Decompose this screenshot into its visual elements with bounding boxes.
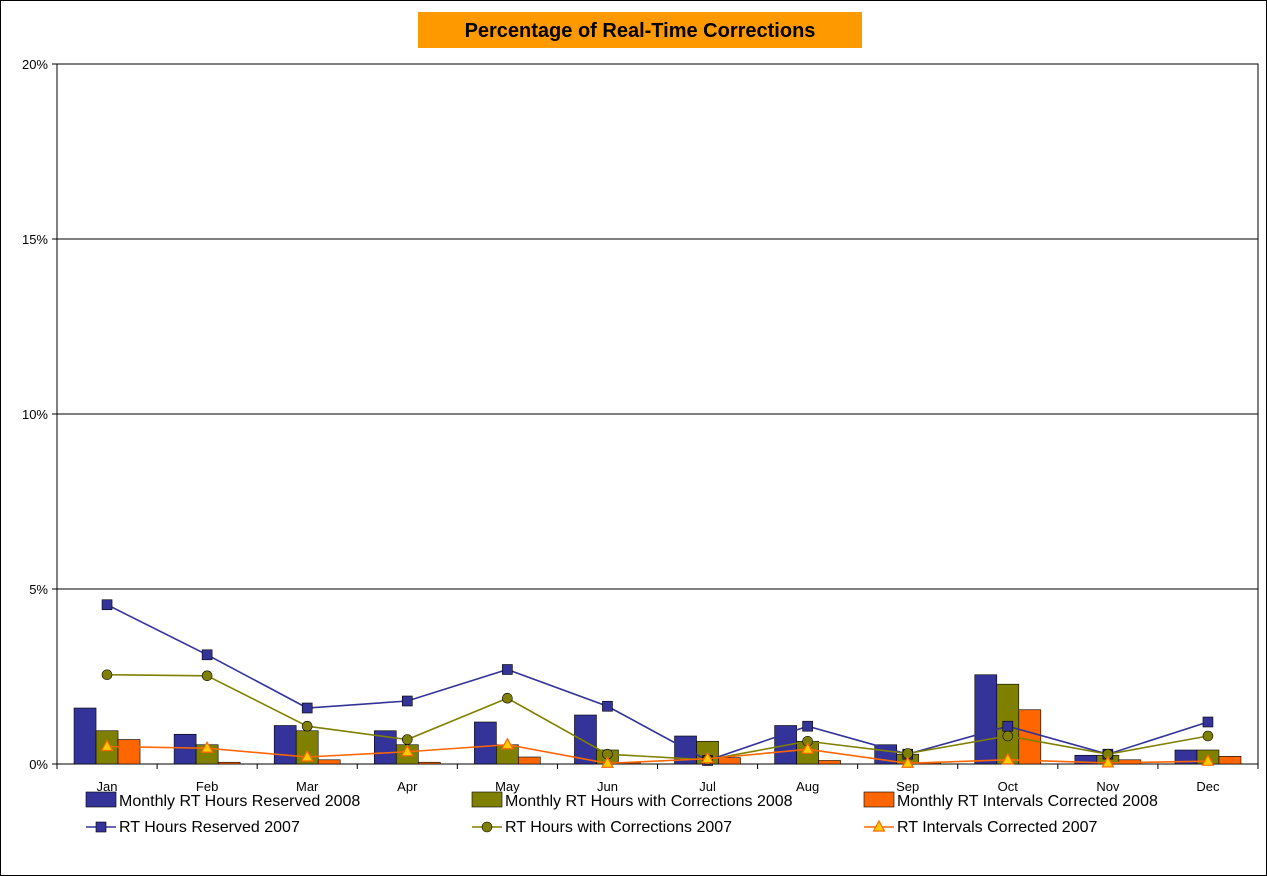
x-tick-label: Jul <box>699 779 716 794</box>
bar-3 <box>718 757 741 765</box>
x-tick-label: Feb <box>196 779 218 794</box>
legend-marker <box>481 821 493 833</box>
bar-3 <box>117 739 141 765</box>
legend-swatch <box>471 791 503 808</box>
line-series-3 <box>107 743 1208 765</box>
bar-1 <box>574 714 597 765</box>
point-series-2 <box>301 720 313 732</box>
legend-swatch <box>863 791 895 808</box>
point-series-1 <box>401 695 413 707</box>
x-tick-label: Sep <box>896 779 919 794</box>
point-series-3 <box>801 742 815 754</box>
chart-title: Percentage of Real-Time Corrections <box>465 20 816 42</box>
point-series-2 <box>201 670 213 682</box>
x-tick-label: May <box>495 779 520 794</box>
point-series-3 <box>1001 752 1015 765</box>
bar-1 <box>173 733 197 765</box>
point-series-3 <box>100 739 114 752</box>
bar-3 <box>317 759 341 765</box>
point-series-1 <box>101 599 113 611</box>
x-tick-label: Aug <box>796 779 819 794</box>
point-series-1 <box>301 702 313 714</box>
bar-1 <box>974 674 998 765</box>
bar-1 <box>73 707 97 765</box>
legend-label: RT Hours Reserved 2007 <box>119 819 300 836</box>
point-series-2 <box>101 669 113 681</box>
legend-label: Monthly RT Hours Reserved 2008 <box>119 793 360 810</box>
legend-marker <box>872 819 886 832</box>
x-tick-label: Dec <box>1196 779 1220 794</box>
point-series-2 <box>1202 730 1214 742</box>
x-tick-label: Oct <box>998 779 1019 794</box>
bar-3 <box>818 760 841 765</box>
legend-label: Monthly RT Hours with Corrections 2008 <box>505 793 793 810</box>
point-series-3 <box>901 756 915 768</box>
point-series-3 <box>500 737 514 750</box>
plot-area: 0% 5% 10% 15% 20% Jan Feb Mar Apr May Jun Jul Aug Sep… <box>22 57 1259 794</box>
y-tick-label: 0% <box>29 757 48 772</box>
point-series-1 <box>201 649 213 661</box>
legend-marker <box>95 821 107 833</box>
point-series-2 <box>1002 730 1014 742</box>
bar-1 <box>474 721 497 765</box>
y-tick-label: 15% <box>22 232 48 247</box>
y-tick-label: 5% <box>29 582 48 597</box>
legend: Monthly RT Hours Reserved 2008 Monthly RT… <box>85 791 1158 836</box>
point-series-1 <box>802 720 813 732</box>
legend-label: Monthly RT Intervals Corrected 2008 <box>897 793 1158 810</box>
bar-3 <box>217 761 241 765</box>
bar-3 <box>518 756 541 765</box>
point-series-3 <box>300 749 314 762</box>
x-tick-label: Apr <box>397 779 418 794</box>
point-series-3 <box>1101 755 1115 768</box>
x-tick-label: Mar <box>296 779 319 794</box>
point-series-1 <box>502 664 513 675</box>
point-series-2 <box>401 734 413 745</box>
bar-3 <box>1018 709 1042 765</box>
chart-title-box <box>418 12 862 48</box>
legend-swatch <box>85 791 117 808</box>
bar-3 <box>1218 755 1242 765</box>
bar-1 <box>273 725 297 765</box>
point-series-1 <box>1002 720 1014 732</box>
x-tick-label: Jan <box>97 779 118 794</box>
point-series-3 <box>1201 753 1215 766</box>
line-series-2 <box>107 673 1209 761</box>
y-tick-label: 20% <box>22 57 48 72</box>
x-tick-label: Jun <box>597 779 618 794</box>
legend-label: RT Intervals Corrected 2007 <box>897 819 1098 836</box>
point-series-1 <box>602 700 613 712</box>
point-series-3 <box>200 741 214 753</box>
point-series-3 <box>701 751 715 764</box>
bar-3 <box>417 761 441 765</box>
point-series-2 <box>502 692 513 704</box>
point-series-1 <box>1202 716 1214 728</box>
point-series-3 <box>600 756 614 768</box>
legend-label: RT Hours with Corrections 2007 <box>505 819 732 836</box>
line-series-1 <box>106 604 1209 762</box>
y-tick-label: 10% <box>22 407 48 422</box>
x-tick-label: Nov <box>1096 779 1120 794</box>
point-series-3 <box>400 744 414 757</box>
